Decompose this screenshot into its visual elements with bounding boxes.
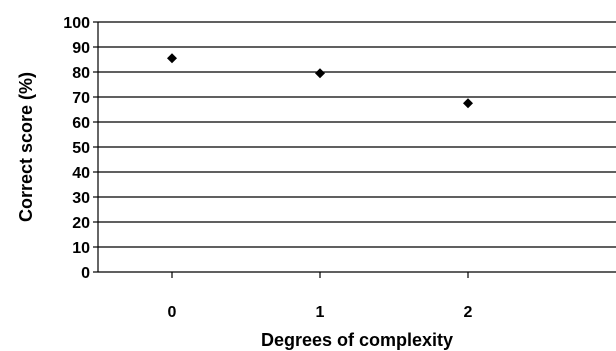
y-tick-label: 70: [72, 90, 90, 107]
y-tick-label: 100: [63, 15, 90, 32]
y-axis-title: Correct score (%): [16, 72, 36, 222]
x-axis: 0 1 2: [98, 271, 616, 321]
y-tick-label: 80: [72, 65, 90, 82]
y-tick-label: 20: [72, 215, 90, 232]
x-tick-label: 0: [168, 304, 177, 321]
y-tick-label: 0: [81, 265, 90, 282]
data-point: [167, 53, 177, 64]
y-tick-label: 40: [72, 165, 90, 182]
y-tick-label: 50: [72, 140, 90, 157]
y-tick-label: 90: [72, 40, 90, 57]
x-axis-title: Degrees of complexity: [261, 330, 453, 350]
data-points: [167, 53, 473, 109]
y-axis: 0 10 20 30 40 50 60 70 80 90 100: [63, 15, 99, 282]
data-point: [315, 68, 325, 79]
x-tick-label: 1: [316, 304, 325, 321]
y-tick-label: 30: [72, 190, 90, 207]
data-point: [463, 98, 473, 109]
x-tick-label: 2: [464, 304, 473, 321]
y-tick-label: 60: [72, 115, 90, 132]
y-tick-label: 10: [72, 240, 90, 257]
gridlines: [98, 21, 616, 248]
